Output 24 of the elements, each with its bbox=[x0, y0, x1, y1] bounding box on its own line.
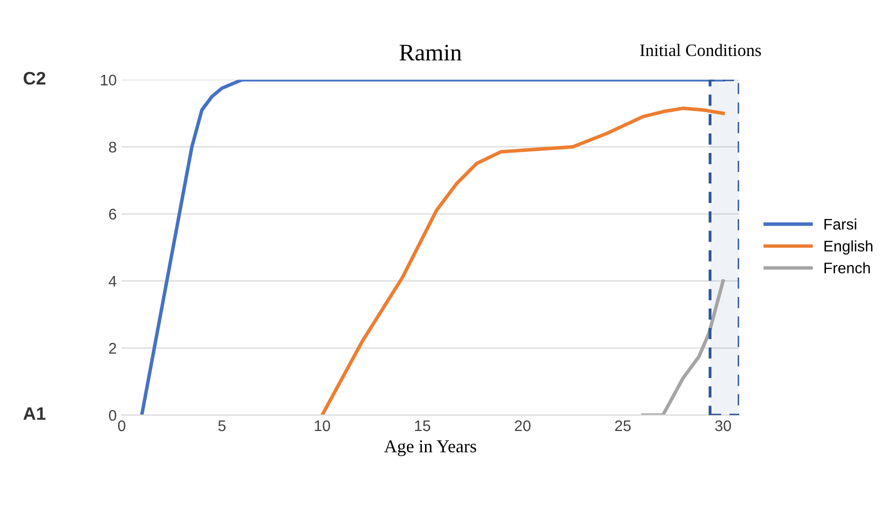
text: C2 bbox=[24, 72, 46, 85]
band-label: Initial Conditions bbox=[640, 44, 761, 56]
legend-label: English bbox=[824, 240, 872, 255]
y-tick-label: 0 bbox=[108, 410, 116, 421]
x-tick-label: 15 bbox=[415, 420, 430, 432]
x-tick-label: 30 bbox=[715, 420, 731, 432]
x-tick-label: 25 bbox=[615, 420, 631, 432]
x-tick-label: 5 bbox=[218, 420, 226, 432]
line-series bbox=[320, 106, 725, 416]
y-tick-label: 8 bbox=[109, 142, 116, 153]
chart-title: Ramin bbox=[400, 44, 462, 61]
y-tick-label: 4 bbox=[108, 276, 116, 287]
x-tick-label: 20 bbox=[514, 420, 531, 432]
legend-label: French bbox=[824, 262, 870, 274]
line-series bbox=[140, 80, 725, 416]
x-tick-label: 10 bbox=[314, 420, 330, 432]
y-tick-label: 10 bbox=[101, 74, 116, 86]
legend-label: Farsi bbox=[824, 218, 856, 230]
x-axis-title: Age in Years bbox=[384, 440, 476, 456]
line-series bbox=[641, 279, 725, 416]
x-tick-label: 0 bbox=[118, 420, 126, 432]
text: A1 bbox=[23, 407, 46, 420]
y-tick-label: 6 bbox=[109, 208, 116, 220]
y-tick-label: 2 bbox=[109, 342, 116, 354]
